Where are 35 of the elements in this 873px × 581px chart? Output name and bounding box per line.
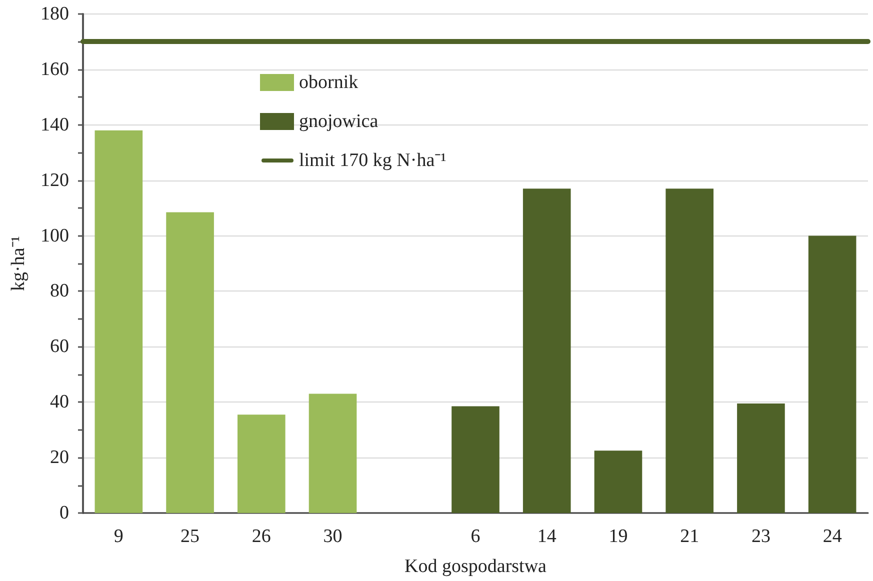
y-axis-title: kg·ha⁻¹	[8, 236, 29, 291]
bar	[522, 188, 571, 513]
x-tick-label: 14	[537, 526, 557, 547]
x-tick-label: 26	[252, 526, 271, 547]
y-tick-label: 60	[50, 336, 69, 358]
x-axis-title: Kod gospodarstwa	[404, 556, 548, 577]
bar	[94, 130, 143, 513]
bar	[166, 212, 214, 513]
y-tick-label: 180	[40, 4, 69, 24]
x-tick-label: 23	[751, 526, 770, 547]
y-tick-label: 20	[50, 447, 69, 468]
x-tick-label: 30	[323, 526, 342, 547]
x-tick-label: 25	[180, 526, 200, 547]
x-tick-label: 9	[114, 526, 124, 547]
bar	[737, 403, 785, 513]
bar	[452, 406, 500, 513]
bar	[308, 394, 357, 513]
y-tick-label: 160	[40, 58, 69, 80]
y-tick-label: 100	[40, 225, 69, 246]
y-tick-label: 140	[40, 114, 69, 136]
legend-label: limit 170 kg N·ha⁻¹	[299, 150, 447, 171]
y-tick-label: 120	[40, 170, 69, 191]
bar	[808, 236, 856, 513]
y-tick-label: 0	[60, 502, 69, 524]
x-tick-label: 19	[608, 526, 628, 547]
bar	[238, 414, 286, 513]
x-tick-label: 24	[822, 526, 842, 547]
x-tick-label: 6	[470, 526, 480, 547]
y-tick-label: 40	[50, 392, 69, 413]
bar	[594, 450, 642, 513]
legend-label: gnojowica	[299, 111, 379, 132]
bar	[666, 188, 714, 513]
x-tick-label: 21	[680, 526, 700, 547]
legend-label: obornik	[299, 72, 359, 93]
y-tick-label: 80	[50, 280, 69, 302]
